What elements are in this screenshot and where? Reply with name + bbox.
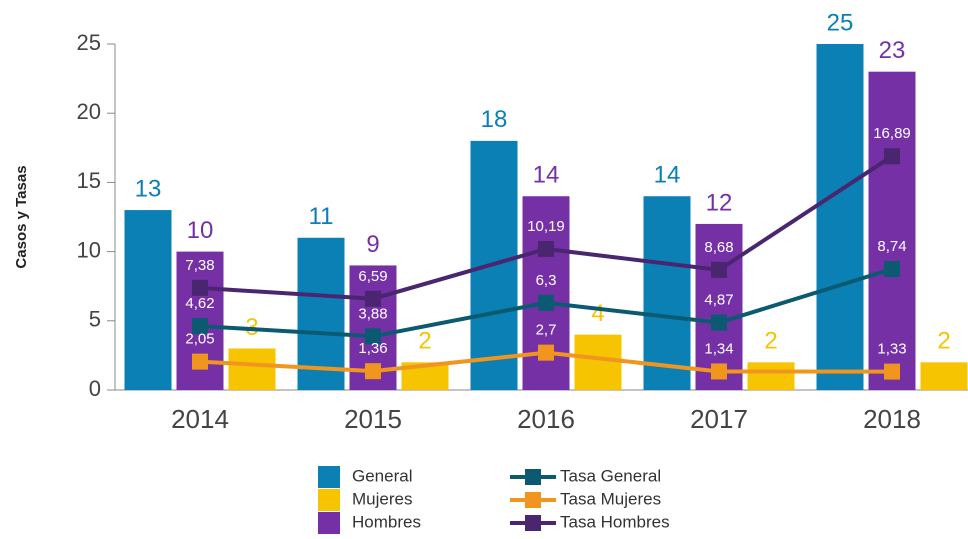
line-marker — [192, 279, 208, 296]
bar — [816, 44, 864, 390]
legend-swatch — [318, 512, 340, 534]
x-tick-label: 2015 — [344, 404, 402, 434]
line-value-label: 4,87 — [704, 292, 733, 309]
bar — [643, 196, 691, 390]
bar-value-label: 14 — [654, 162, 681, 189]
line-marker — [365, 328, 381, 345]
legend-swatch — [318, 489, 340, 511]
line-value-label: 16,89 — [873, 125, 911, 142]
bar-value-label: 18 — [481, 106, 508, 133]
y-tick-label: 0 — [89, 376, 101, 401]
legend-label: Tasa Hombres — [560, 512, 670, 531]
line-marker — [711, 314, 727, 331]
x-tick-label: 2014 — [171, 404, 229, 434]
bar — [868, 71, 916, 391]
bar — [228, 348, 276, 390]
y-tick-label: 10 — [77, 237, 101, 262]
line-value-label: 1,36 — [358, 340, 387, 357]
bar-value-label: 12 — [706, 189, 733, 216]
x-tick-label: 2017 — [690, 404, 748, 434]
line-marker — [538, 344, 554, 361]
bar-value-label: 4 — [591, 300, 604, 327]
legend-marker — [525, 469, 541, 485]
x-tick-label: 2018 — [863, 404, 921, 434]
line-value-label: 1,34 — [704, 340, 733, 357]
line-value-label: 1,33 — [877, 341, 906, 358]
legend-label: Hombres — [352, 512, 421, 531]
bar-value-label: 13 — [135, 175, 162, 202]
line-value-label: 2,7 — [536, 322, 557, 339]
legend-marker — [525, 515, 541, 531]
legend-label: Mujeres — [352, 489, 412, 508]
y-axis-label: Casos y Tasas — [13, 165, 30, 268]
line-marker — [538, 294, 554, 311]
bar — [574, 334, 622, 390]
bar-value-label: 14 — [533, 162, 560, 189]
line-value-label: 2,05 — [185, 331, 214, 348]
line-value-label: 6,59 — [358, 268, 387, 285]
x-tick-label: 2016 — [517, 404, 575, 434]
bar-value-label: 25 — [827, 9, 854, 36]
line-marker — [192, 353, 208, 370]
line-marker — [192, 318, 208, 335]
legend-label: Tasa General — [560, 466, 661, 485]
y-tick-label: 15 — [77, 168, 101, 193]
bar — [124, 210, 172, 390]
line-value-label: 7,38 — [185, 257, 214, 274]
bar — [297, 237, 345, 390]
bar-value-label: 10 — [187, 217, 214, 244]
line-value-label: 8,68 — [704, 239, 733, 256]
bar — [920, 362, 968, 390]
bar — [747, 362, 795, 390]
legend-label: General — [352, 466, 412, 485]
bar — [695, 223, 743, 390]
bar-value-label: 11 — [309, 203, 334, 230]
y-tick-label: 20 — [77, 99, 101, 124]
bar-value-label: 23 — [879, 37, 906, 64]
bar-value-label: 2 — [418, 328, 431, 355]
legend-swatch — [318, 466, 340, 488]
line-value-label: 8,74 — [877, 238, 906, 255]
line-marker — [884, 261, 900, 278]
line-marker — [884, 363, 900, 380]
line-marker — [365, 290, 381, 307]
line-marker — [711, 261, 727, 278]
line-value-label: 4,62 — [185, 295, 214, 312]
line-value-label: 6,3 — [536, 272, 557, 289]
y-tick-label: 25 — [77, 30, 101, 55]
bar-value-label: 2 — [764, 328, 777, 355]
line-value-label: 3,88 — [358, 305, 387, 322]
line-marker — [884, 148, 900, 165]
line-marker — [365, 363, 381, 380]
legend-marker — [525, 492, 541, 508]
bar-value-label: 2 — [937, 328, 950, 355]
bar-value-label: 9 — [366, 231, 379, 258]
line-marker — [538, 240, 554, 257]
line-value-label: 10,19 — [527, 218, 565, 235]
y-tick-label: 5 — [89, 307, 101, 332]
legend-label: Tasa Mujeres — [560, 489, 661, 508]
line-marker — [711, 363, 727, 380]
